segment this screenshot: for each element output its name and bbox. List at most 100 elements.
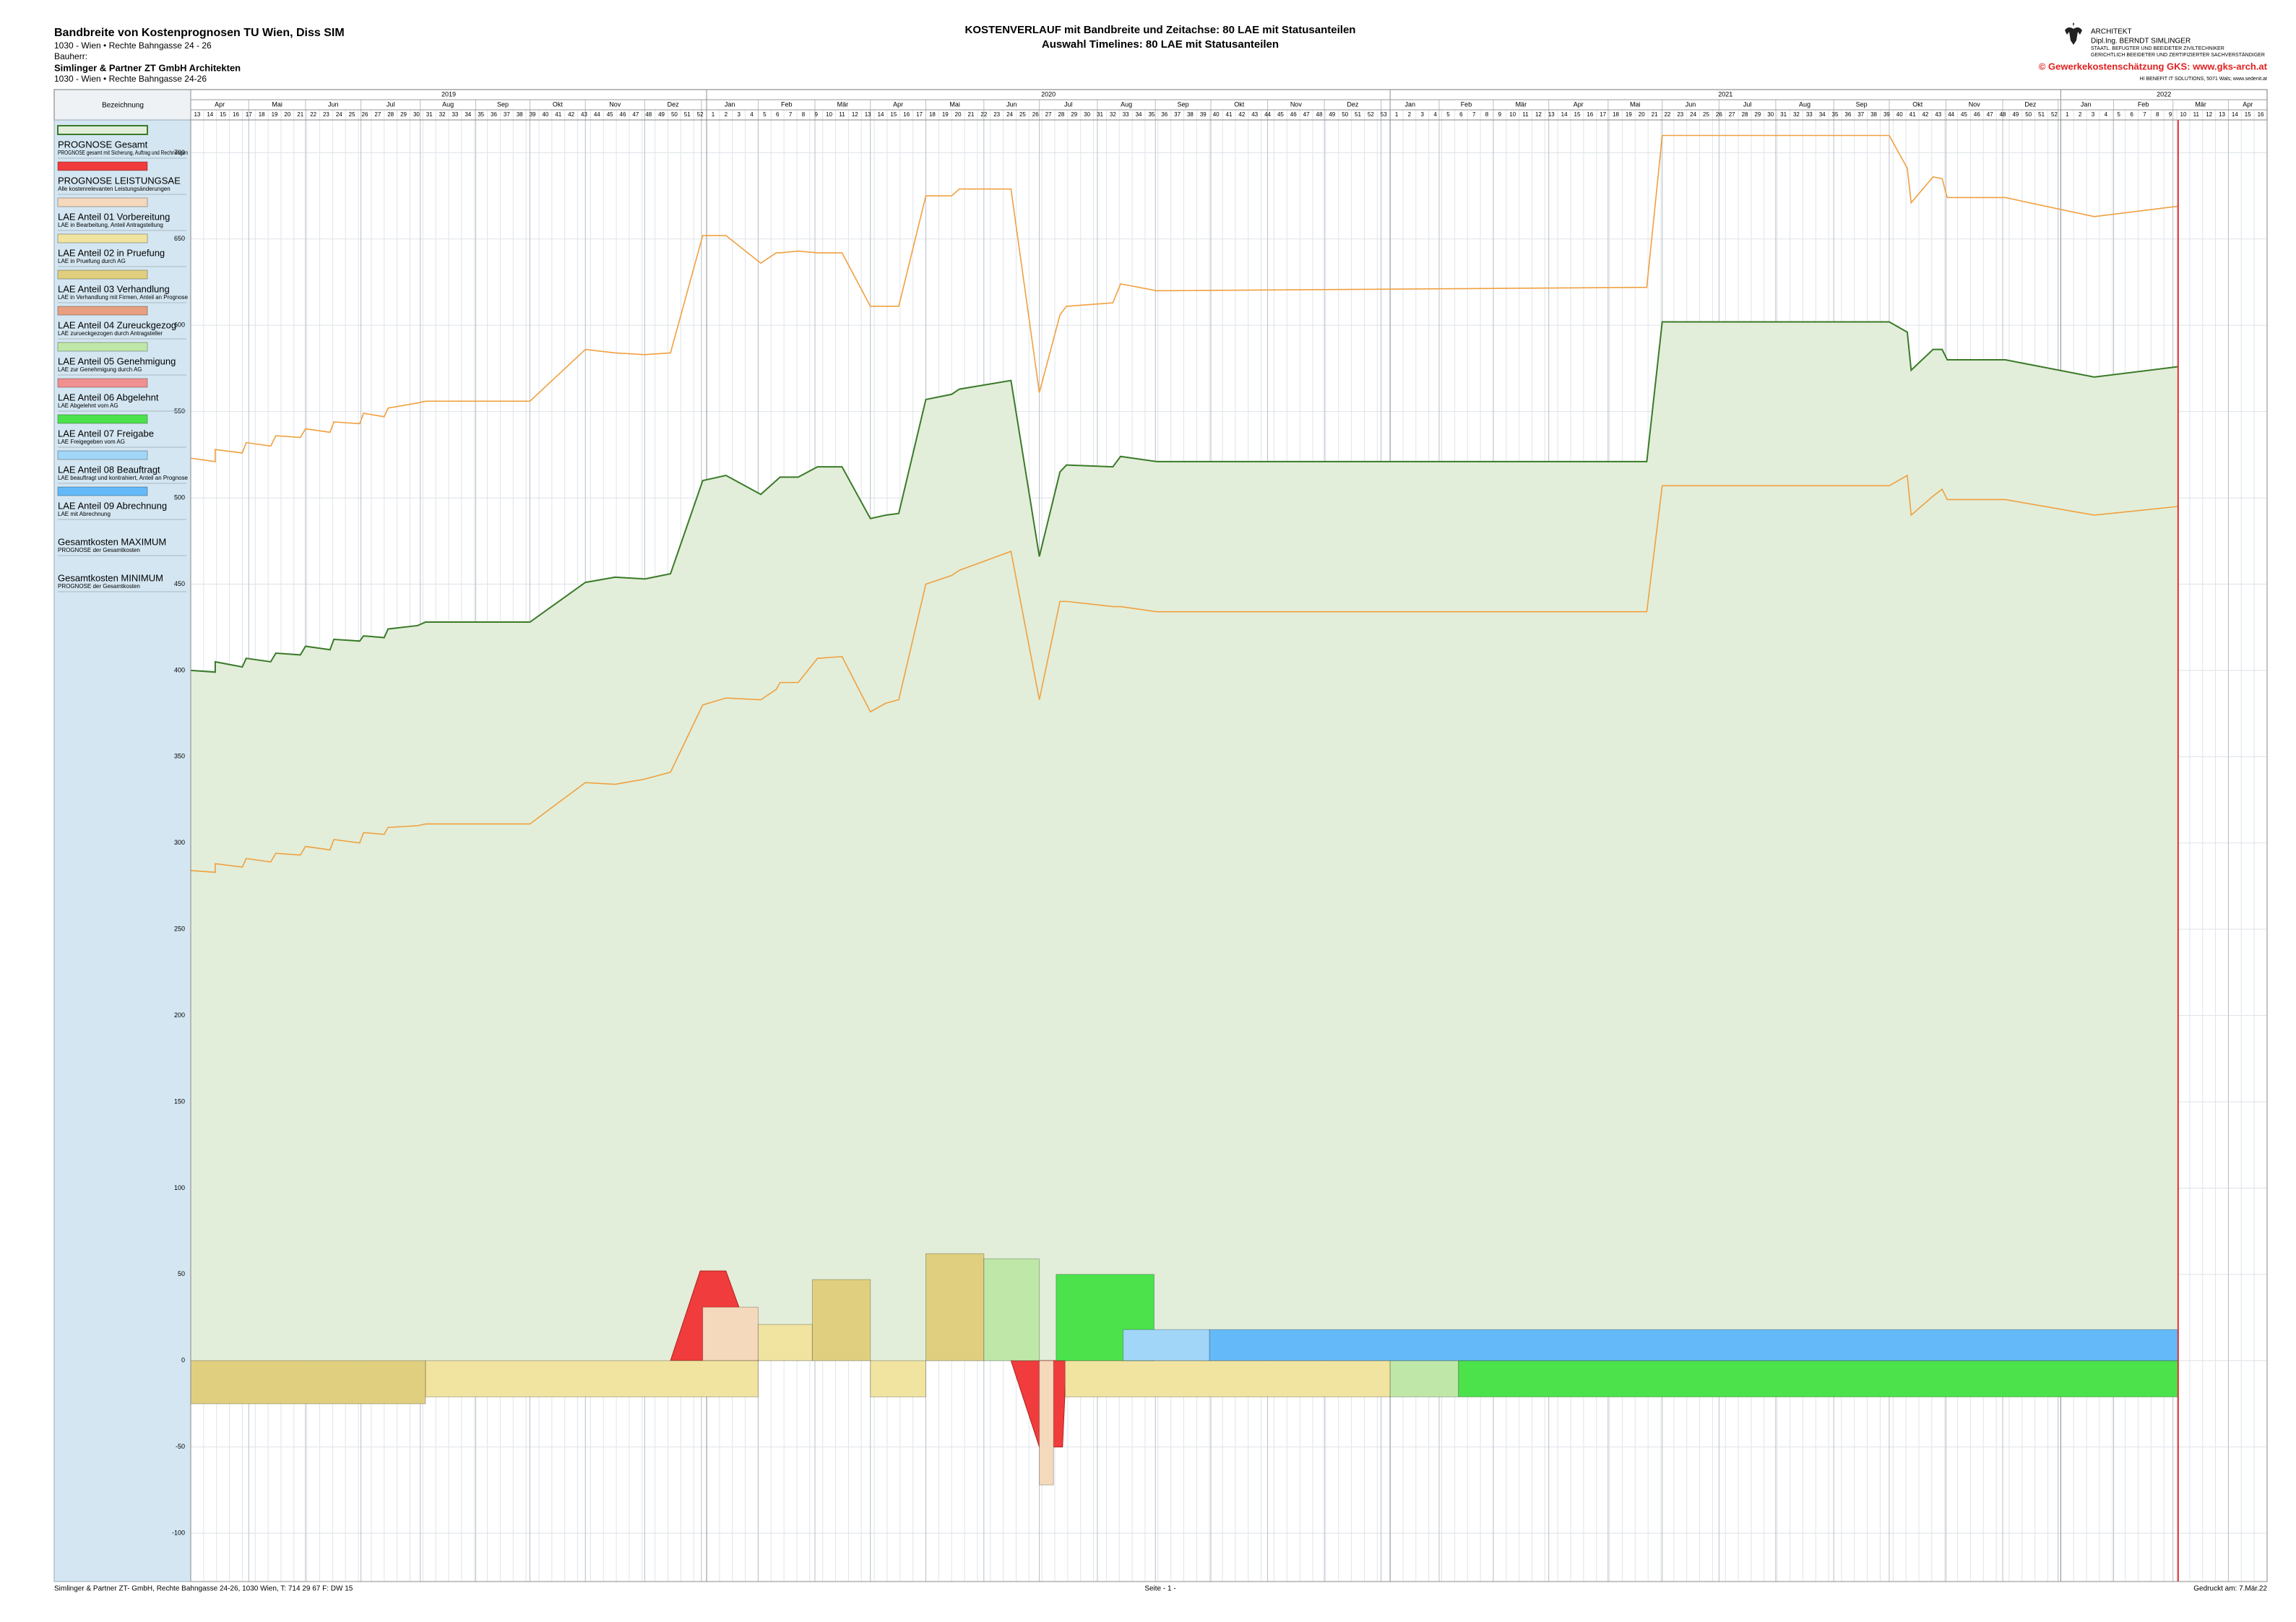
week-label: 31 [1097,111,1103,118]
week-label: 32 [439,111,446,118]
legend-description: LAE in Verhandlung mit Firmen, Anteil an… [58,294,189,301]
y-tick-label: 450 [174,580,185,587]
prognosis-area [191,322,2178,1361]
week-label: 50 [671,111,678,118]
line-layer [190,120,2179,1582]
legend-swatch [57,342,148,352]
legend-swatch [57,233,148,243]
month-label: Okt [1912,100,1923,108]
legend-swatch [57,414,148,424]
month-label: Apr [215,100,225,108]
month-label: Mär [1516,100,1527,108]
month-label: Aug [442,100,454,108]
week-label: 29 [1071,111,1077,118]
legend-description: PROGNOSE der Gesamtkosten [58,547,140,553]
week-label: 34 [1819,111,1826,118]
week-label: 33 [1806,111,1813,118]
month-label: Dez [2024,100,2037,108]
week-label: 44 [1264,111,1271,118]
y-tick-label: 350 [174,753,185,760]
week-label: 24 [1006,111,1013,118]
year-label: 2020 [1041,90,1056,98]
status-block [1458,1360,2179,1397]
logo-eagle [2065,22,2082,45]
week-label: 29 [1754,111,1761,118]
y-tick-label: 700 [174,149,185,156]
client-label: Bauherr: [54,51,87,61]
week-label: 21 [968,111,975,118]
office-role: ARCHITEKT [2091,28,2132,36]
month-label: Jul [387,100,395,108]
week-label: 49 [658,111,665,118]
week-label: 36 [491,111,497,118]
week-label: 47 [1303,111,1310,118]
week-label: 52 [697,111,704,118]
week-label: 33 [452,111,458,118]
month-label: Jan [2081,100,2092,108]
week-label: 48 [2000,111,2006,118]
week-label: 21 [297,111,303,118]
month-label: Nov [1290,100,1303,108]
legend-swatch [57,161,148,171]
week-label: 51 [2038,111,2045,118]
month-label: Jul [1743,100,1752,108]
office-line: STAATL. BEFUGTER UND BEEIDETER ZIVILTECH… [2091,46,2224,51]
week-label: 42 [1922,111,1928,118]
week-label: 32 [1793,111,1800,118]
week-label: 12 [1535,111,1542,118]
week-label: 7 [789,111,793,118]
week-label: 36 [1161,111,1168,118]
week-label: 11 [1522,111,1529,118]
week-label: 50 [2025,111,2032,118]
status-block [1209,1329,2179,1361]
week-label: 27 [1045,111,1052,118]
week-label: 28 [387,111,394,118]
week-label: 52 [2051,111,2058,118]
week-label: 15 [1574,111,1581,118]
week-label: 20 [1639,111,1645,118]
year-label: 2021 [1718,90,1732,98]
week-label: 13 [194,111,200,118]
week-label: 24 [336,111,342,118]
week-label: 18 [1613,111,1619,118]
month-label: Jan [725,100,735,108]
week-label: 44 [594,111,600,118]
week-label: 7 [2143,111,2146,118]
week-label: 12 [852,111,858,118]
week-label: 10 [1509,111,1516,118]
month-label: Sep [1856,100,1868,108]
month-label: Jun [1006,100,1017,108]
axis-layer: -100-50050100150200250300350400450500550… [172,90,2268,1582]
month-label: Mai [272,100,282,108]
week-label: 51 [684,111,691,118]
legend-panel [53,119,191,1582]
status-block [983,1258,1040,1361]
week-label: 5 [763,111,767,118]
week-label: 39 [1200,111,1207,118]
week-label: 49 [1329,111,1335,118]
week-label: 11 [2193,111,2200,118]
week-label: 39 [1883,111,1890,118]
legend-description: LAE zurueckgezogen durch Antragsteller [58,330,163,337]
month-label: Jul [1064,100,1073,108]
week-label: 15 [2245,111,2251,118]
legend-swatch [57,486,148,496]
legend-label: LAE Anteil 05 Genehmigung [58,355,176,366]
week-label: 15 [220,111,226,118]
legend-label: LAE Anteil 08 Beauftragt [58,464,160,475]
week-label: 43 [1251,111,1258,118]
week-label: 26 [1032,111,1039,118]
status-block [1039,1360,1054,1485]
week-label: 19 [1626,111,1632,118]
week-label: 3 [1421,111,1425,118]
week-label: 6 [2130,111,2133,118]
plot-frame [190,119,2268,1582]
week-label: 6 [1459,111,1463,118]
legend-label: LAE Anteil 02 in Pruefung [58,247,165,258]
week-label: 25 [1019,111,1026,118]
legend-label: LAE Anteil 09 Abrechnung [58,500,167,511]
week-label: 45 [607,111,613,118]
week-label: 24 [1690,111,1696,118]
week-label: 20 [955,111,962,118]
